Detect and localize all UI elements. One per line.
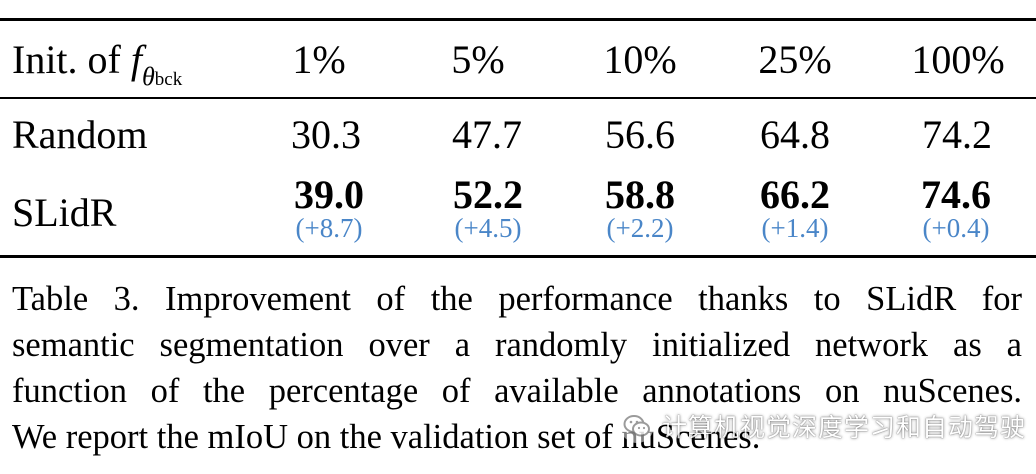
watermark: 计算机视觉深度学习和自动驾驶 bbox=[620, 408, 1026, 444]
row-random-1pct: 30.3 bbox=[291, 112, 361, 157]
wechat-icon bbox=[620, 409, 654, 443]
row-slidr-label: SLidR bbox=[12, 190, 117, 235]
row-random-100pct: 74.2 bbox=[922, 112, 992, 157]
row-slidr-1pct: 39.0 bbox=[294, 172, 364, 217]
row-slidr-100pct: 74.6 bbox=[921, 172, 991, 217]
table-header-rule bbox=[0, 97, 1036, 99]
header-subscript: θbck bbox=[142, 62, 182, 91]
header-bck-label: bck bbox=[154, 69, 183, 90]
row-slidr-1pct-delta: (+8.7) bbox=[295, 213, 363, 243]
row-random-5pct: 47.7 bbox=[452, 112, 522, 157]
row-slidr-5pct: 52.2 bbox=[453, 172, 523, 217]
row-slidr-10pct: 58.8 bbox=[605, 172, 675, 217]
header-col-100pct: 100% bbox=[911, 37, 1005, 82]
row-slidr-25pct: 66.2 bbox=[760, 172, 830, 217]
header-col-25pct: 25% bbox=[758, 37, 832, 82]
caption-line-1: Table 3. Improvement of the performance … bbox=[12, 280, 1022, 318]
header-init-prefix: Init. of bbox=[12, 37, 131, 82]
caption-line-2: semantic segmentation over a randomly in… bbox=[12, 326, 1022, 364]
table-bottom-rule bbox=[0, 255, 1036, 258]
header-init-label: Init. of fθbck bbox=[12, 40, 182, 90]
header-col-5pct: 5% bbox=[451, 37, 505, 82]
watermark-text: 计算机视觉深度学习和自动驾驶 bbox=[662, 413, 1027, 442]
caption-line-3: function of the percentage of available … bbox=[12, 372, 1022, 410]
row-random-label: Random bbox=[12, 112, 148, 157]
row-slidr-25pct-delta: (+1.4) bbox=[761, 213, 829, 243]
header-col-1pct: 1% bbox=[292, 37, 346, 82]
row-slidr-100pct-delta: (+0.4) bbox=[922, 213, 990, 243]
row-random-10pct: 56.6 bbox=[605, 112, 675, 157]
row-slidr-10pct-delta: (+2.2) bbox=[606, 213, 674, 243]
header-col-10pct: 10% bbox=[603, 37, 677, 82]
header-theta-symbol: θ bbox=[142, 62, 155, 91]
row-slidr-5pct-delta: (+4.5) bbox=[454, 213, 522, 243]
row-random-25pct: 64.8 bbox=[760, 112, 830, 157]
header-f-symbol: f bbox=[130, 37, 142, 82]
table-top-rule bbox=[0, 18, 1036, 21]
